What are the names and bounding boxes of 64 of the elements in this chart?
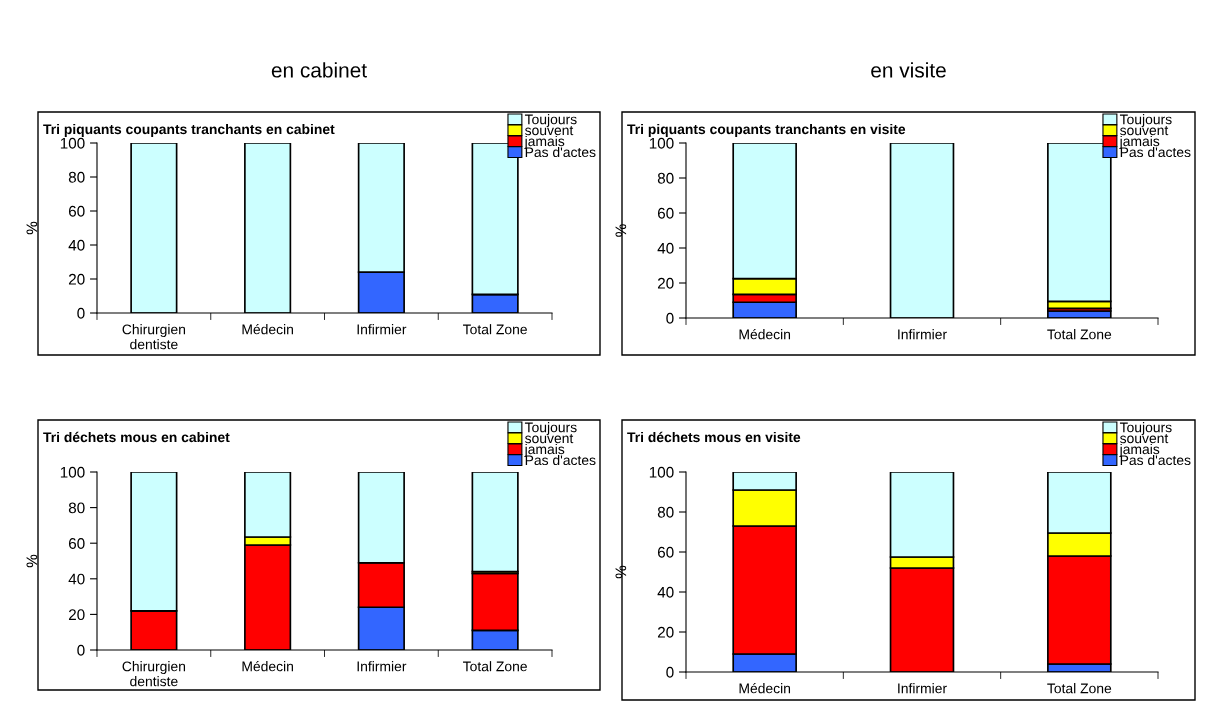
legend-label: souvent bbox=[1120, 434, 1169, 444]
y-tick-label: 80 bbox=[68, 502, 85, 514]
x-tick-label: Infirmier bbox=[357, 661, 407, 672]
legend-label: jamais bbox=[524, 135, 565, 149]
legend-label: jamais bbox=[1119, 443, 1160, 457]
y-tick-label: 60 bbox=[68, 205, 85, 217]
y-tick-label: 20 bbox=[68, 609, 85, 621]
x-tick-label: Total Zone bbox=[1047, 329, 1112, 340]
x-tick-label: Chirurgien dentiste bbox=[122, 324, 186, 350]
x-tick-label: Médecin bbox=[739, 328, 791, 340]
legend-label: Toujours bbox=[524, 422, 577, 436]
x-tick-label: Médecin bbox=[242, 323, 293, 335]
y-tick-label: 0 bbox=[77, 644, 85, 656]
y-tick-label: 100 bbox=[649, 137, 674, 149]
x-tick-label: Infirmier bbox=[357, 324, 407, 335]
y-tick-label: 40 bbox=[68, 573, 85, 585]
chart-title: Tri piquants coupants tranchants en visite bbox=[627, 123, 906, 137]
legend-label: Toujours bbox=[524, 114, 577, 128]
y-tick-label: 100 bbox=[649, 466, 674, 478]
x-tick-label: Total Zone bbox=[463, 661, 527, 672]
y-tick-label: 40 bbox=[657, 242, 674, 254]
y-tick-label: 80 bbox=[68, 171, 85, 183]
y-axis-title: % bbox=[615, 224, 627, 237]
y-axis-title: % bbox=[26, 221, 38, 235]
x-tick-label: Médecin bbox=[242, 660, 293, 672]
legend-label: jamais bbox=[524, 443, 565, 457]
legend-label: Toujours bbox=[1119, 114, 1172, 128]
x-tick-label: Total Zone bbox=[1047, 683, 1112, 694]
text: en visite bbox=[871, 62, 946, 78]
y-tick-label: 20 bbox=[68, 273, 85, 285]
y-axis-title: % bbox=[26, 554, 38, 568]
x-tick-label: Chirurgien dentiste bbox=[122, 661, 186, 687]
legend-label: Pas d'actes bbox=[525, 146, 596, 158]
y-tick-label: 60 bbox=[657, 207, 674, 219]
legend-label: Toujours bbox=[1119, 422, 1172, 436]
y-tick-label: 40 bbox=[68, 239, 85, 251]
y-tick-label: 80 bbox=[657, 172, 674, 184]
y-tick-label: 100 bbox=[60, 466, 85, 478]
x-tick-label: Infirmier bbox=[898, 683, 947, 694]
y-tick-label: 20 bbox=[657, 626, 674, 638]
y-tick-label: 60 bbox=[68, 538, 85, 549]
y-tick-label: 20 bbox=[657, 277, 674, 289]
x-tick-label: Médecin bbox=[739, 682, 791, 694]
y-tick-label: 0 bbox=[77, 307, 85, 319]
legend-label: Pas d'actes bbox=[1120, 454, 1191, 466]
chart-title: Tri déchets mous en visite bbox=[627, 431, 801, 443]
chart-title: Tri déchets mous en cabinet bbox=[43, 431, 230, 443]
x-tick-label: Total Zone bbox=[463, 324, 527, 335]
y-tick-label: 100 bbox=[60, 137, 85, 149]
legend-label: souvent bbox=[525, 126, 574, 136]
legend-label: jamais bbox=[1119, 135, 1160, 149]
y-axis-title: % bbox=[615, 565, 627, 579]
y-tick-label: 40 bbox=[657, 586, 674, 598]
legend-label: Pas d'actes bbox=[1120, 146, 1191, 158]
x-tick-label: Infirmier bbox=[898, 329, 947, 340]
y-tick-label: 80 bbox=[657, 506, 674, 518]
y-tick-label: 60 bbox=[657, 546, 674, 558]
y-tick-label: 0 bbox=[666, 312, 674, 324]
y-tick-label: 0 bbox=[666, 666, 674, 678]
chart-title: Tri piquants coupants tranchants en cabinet bbox=[43, 123, 335, 137]
text: en cabinet bbox=[271, 62, 367, 78]
legend-label: Pas d'actes bbox=[525, 454, 596, 466]
legend-label: souvent bbox=[525, 434, 574, 444]
legend-label: souvent bbox=[1120, 126, 1169, 136]
